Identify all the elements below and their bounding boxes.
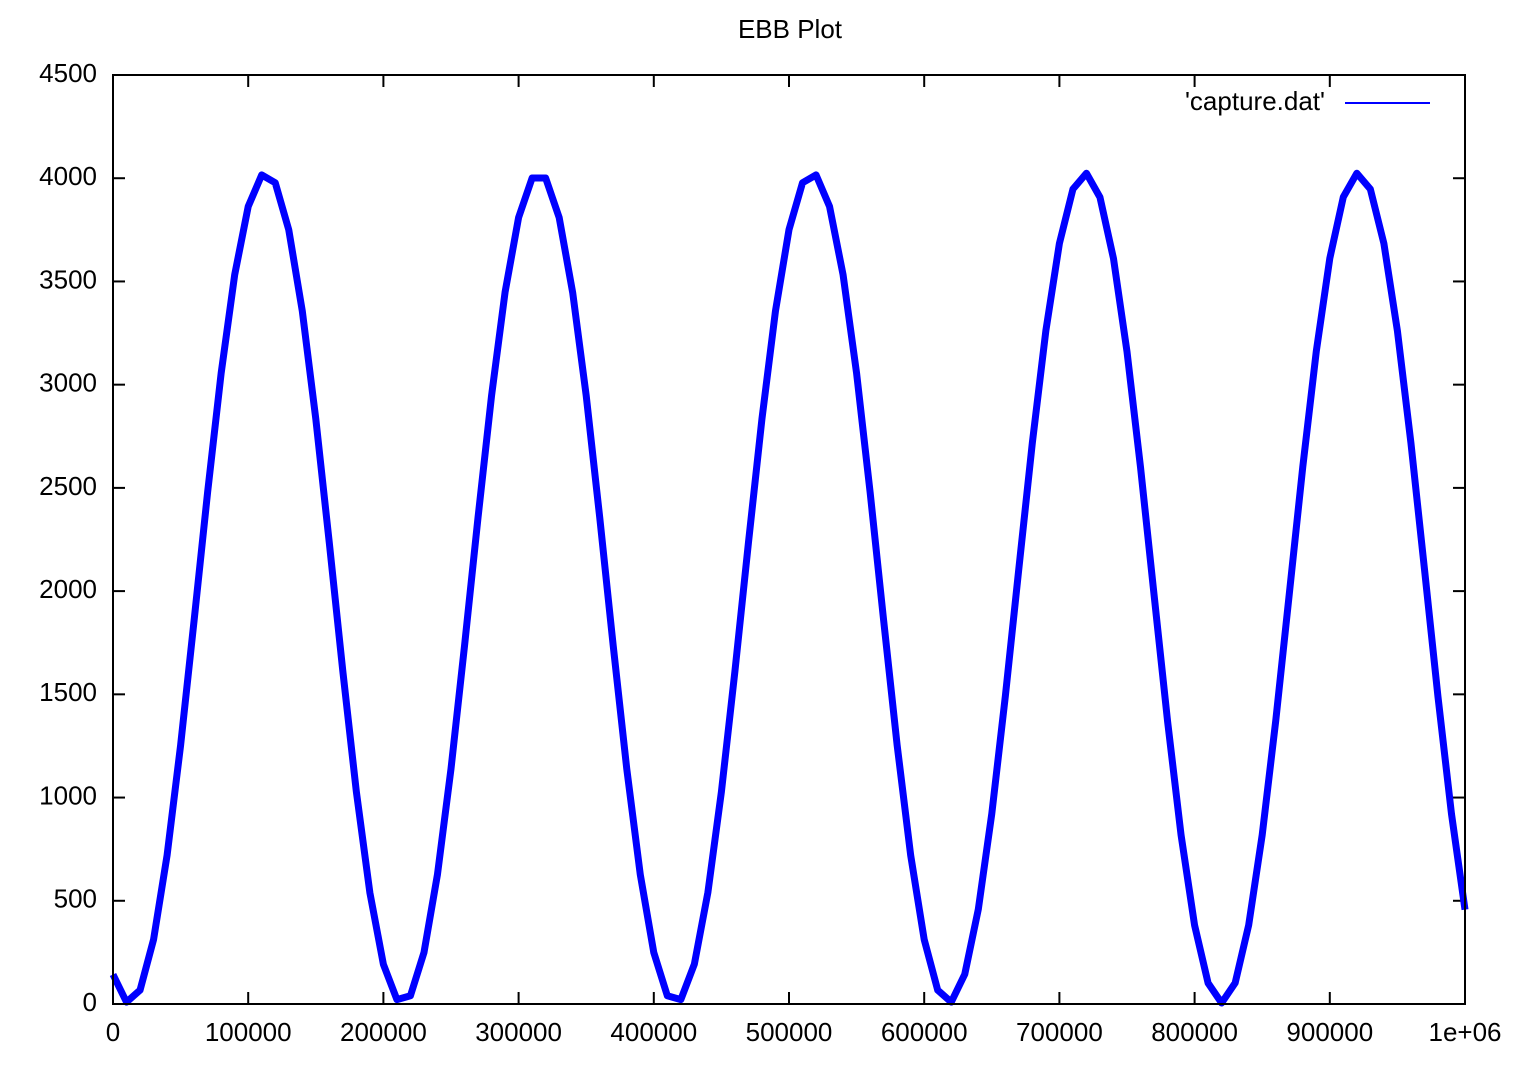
plot-frame xyxy=(112,74,1466,1005)
y-tick-label: 4000 xyxy=(39,161,97,191)
x-tick-label: 200000 xyxy=(340,1017,427,1047)
data-line xyxy=(109,169,1469,1007)
x-tick-label: 900000 xyxy=(1286,1017,1373,1047)
x-tick-label: 700000 xyxy=(1016,1017,1103,1047)
y-tick-label: 1500 xyxy=(39,677,97,707)
x-tick-label: 100000 xyxy=(205,1017,292,1047)
x-tick-label: 0 xyxy=(106,1017,120,1047)
y-tick-label: 3000 xyxy=(39,368,97,398)
y-tick-label: 2500 xyxy=(39,471,97,501)
x-tick-label: 1e+06 xyxy=(1428,1017,1501,1047)
x-tick-label: 300000 xyxy=(475,1017,562,1047)
legend-label: 'capture.dat' xyxy=(1185,86,1325,116)
y-tick-label: 0 xyxy=(83,987,97,1017)
x-tick-label: 400000 xyxy=(610,1017,697,1047)
x-tick-label: 600000 xyxy=(881,1017,968,1047)
y-tick-label: 4500 xyxy=(39,58,97,88)
x-tick-label: 500000 xyxy=(746,1017,833,1047)
y-tick-label: 2000 xyxy=(39,574,97,604)
y-tick-label: 1000 xyxy=(39,780,97,810)
chart-title: EBB Plot xyxy=(738,14,843,44)
y-tick-label: 500 xyxy=(54,884,97,914)
x-tick-label: 800000 xyxy=(1151,1017,1238,1047)
y-tick-label: 3500 xyxy=(39,264,97,294)
